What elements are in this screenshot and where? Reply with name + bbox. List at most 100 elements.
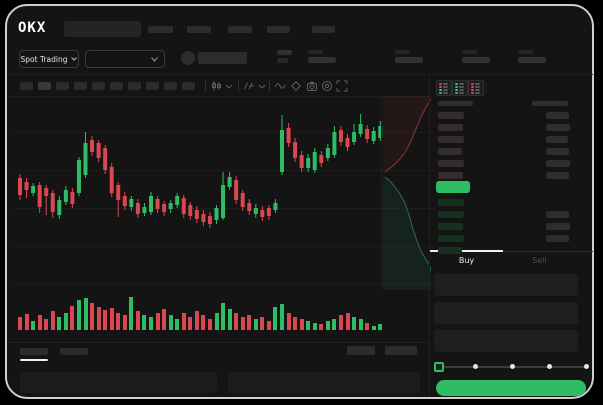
pair-selector-dropdown[interactable] xyxy=(85,50,165,68)
draw-tool-icon[interactable] xyxy=(290,80,302,92)
nav-item-placeholder[interactable] xyxy=(187,26,211,33)
volume-bar xyxy=(109,308,114,330)
book-icon-row xyxy=(439,92,450,94)
book-icon-row xyxy=(471,89,482,91)
fullscreen-icon[interactable] xyxy=(336,80,348,92)
book-icon-line xyxy=(443,83,448,85)
chevron-down-icon[interactable] xyxy=(225,84,237,96)
book-icon-line xyxy=(443,86,448,88)
book-icon-row xyxy=(439,86,450,88)
interval-button[interactable] xyxy=(56,82,69,90)
indicators-icon[interactable] xyxy=(243,80,255,92)
tab-buy[interactable]: Buy xyxy=(458,256,475,265)
bid-price-placeholder xyxy=(438,211,464,218)
last-price-bar[interactable] xyxy=(436,181,470,193)
stat-label-placeholder xyxy=(518,50,533,54)
orders-tab-active[interactable] xyxy=(20,348,48,355)
nav-item-placeholder[interactable] xyxy=(267,26,290,33)
nav-item-placeholder[interactable] xyxy=(228,26,252,33)
interval-button[interactable] xyxy=(146,82,159,90)
volume-bar xyxy=(214,313,219,330)
book-icon-square xyxy=(471,86,474,88)
chevron-down-icon[interactable] xyxy=(258,84,270,96)
volume-bar xyxy=(18,317,22,330)
volume-bar xyxy=(149,317,153,330)
slider-stop-dot[interactable] xyxy=(510,364,515,369)
interval-button[interactable] xyxy=(164,82,177,90)
amount-slider-handle[interactable] xyxy=(434,362,444,372)
book-icon-row xyxy=(455,86,466,88)
interval-button[interactable] xyxy=(20,82,33,90)
ask-amount-placeholder xyxy=(546,160,570,167)
ask-amount-placeholder xyxy=(546,112,569,119)
book-icon-square xyxy=(439,83,442,85)
bids-book-icon[interactable] xyxy=(452,80,468,96)
volume-bar xyxy=(240,317,245,330)
volume-bar xyxy=(37,315,42,330)
bid-amount-placeholder xyxy=(546,211,569,218)
candlestick-chart[interactable] xyxy=(14,96,434,292)
ask-price-placeholder xyxy=(438,124,463,131)
orders-action-button[interactable] xyxy=(385,346,417,355)
volume-bar xyxy=(273,307,278,330)
settings-icon[interactable] xyxy=(321,80,333,92)
volume-bar xyxy=(266,321,271,330)
bid-price-placeholder xyxy=(438,223,463,230)
book-icon-line xyxy=(459,83,464,85)
interval-button[interactable] xyxy=(182,82,195,90)
interval-button[interactable] xyxy=(110,82,123,90)
volume-bar xyxy=(155,313,160,330)
interval-button[interactable] xyxy=(74,82,87,90)
line-tool-icon[interactable] xyxy=(274,82,286,94)
volume-bar xyxy=(162,309,167,330)
volume-bar xyxy=(116,313,121,330)
volume-bar xyxy=(312,323,317,330)
slider-stop-dot[interactable] xyxy=(584,364,589,369)
volume-bar xyxy=(365,323,370,330)
orders-tab[interactable] xyxy=(60,348,88,355)
stat-value-placeholder xyxy=(395,57,423,63)
coin-icon xyxy=(181,51,195,65)
combined-book-icon[interactable] xyxy=(436,80,452,96)
candle-type-icon[interactable] xyxy=(210,80,222,92)
book-icon-square xyxy=(439,89,442,91)
book-icon-row xyxy=(455,83,466,85)
trade-input[interactable] xyxy=(434,330,578,352)
interval-button[interactable] xyxy=(92,82,105,90)
volume-bar xyxy=(332,319,337,330)
volume-bar xyxy=(260,317,265,330)
volume-bar xyxy=(352,317,357,330)
interval-button[interactable] xyxy=(38,82,51,90)
camera-icon[interactable] xyxy=(306,80,318,92)
trade-input[interactable] xyxy=(434,274,578,296)
stat-value-placeholder xyxy=(308,57,336,63)
volume-bar xyxy=(122,315,127,330)
trade-input[interactable] xyxy=(434,302,578,324)
book-icon-row xyxy=(471,86,482,88)
market-type-dropdown[interactable]: Spot Trading xyxy=(19,50,79,68)
nav-item-placeholder[interactable] xyxy=(148,26,173,33)
volume-bar xyxy=(168,315,173,330)
nav-item-placeholder[interactable] xyxy=(312,26,335,33)
search-input[interactable] xyxy=(64,21,141,37)
volume-pane xyxy=(14,295,434,331)
tab-sell[interactable]: Sell xyxy=(532,256,547,265)
slider-stop-dot[interactable] xyxy=(547,364,552,369)
volume-bar xyxy=(63,313,68,330)
buy-submit-button[interactable] xyxy=(436,380,586,396)
volume-bar xyxy=(70,306,75,330)
asks-book-icon[interactable] xyxy=(468,80,484,96)
chevron-down-icon xyxy=(151,56,158,62)
book-icon-row xyxy=(471,92,482,94)
slider-stop-dot[interactable] xyxy=(473,364,478,369)
volume-bar xyxy=(253,319,258,330)
volume-bar xyxy=(96,307,101,330)
gridline xyxy=(14,132,434,133)
interval-button[interactable] xyxy=(128,82,141,90)
orders-action-button[interactable] xyxy=(347,346,375,355)
volume-bar xyxy=(207,319,212,330)
bid-price-placeholder xyxy=(438,247,462,254)
book-icon-square xyxy=(455,83,458,85)
volume-bar xyxy=(103,310,108,330)
